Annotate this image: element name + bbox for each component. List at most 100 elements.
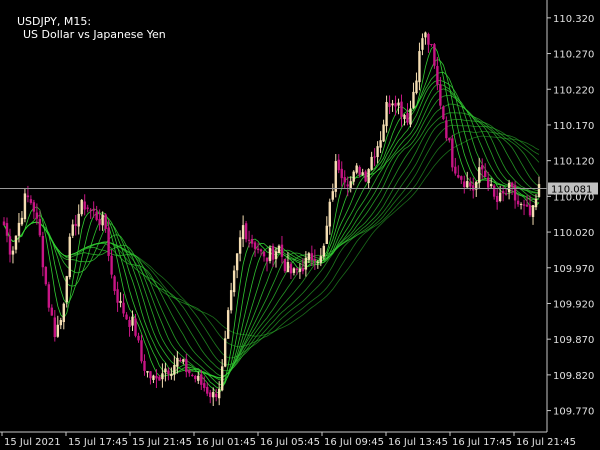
candle-body <box>478 167 481 183</box>
candle-body <box>176 357 179 367</box>
candle-body <box>328 201 331 227</box>
candle-body <box>436 66 439 85</box>
candle-body <box>77 213 80 227</box>
ma-ribbon-line <box>3 135 540 337</box>
candle-body <box>80 199 83 215</box>
candle-body <box>215 393 218 398</box>
candle-body <box>110 255 113 275</box>
candle-body <box>325 225 328 244</box>
candle-body <box>92 209 95 211</box>
candle-body <box>250 238 254 244</box>
candle-body <box>182 359 185 362</box>
candle-body <box>486 177 490 188</box>
candle-body <box>504 193 508 195</box>
candle-body <box>361 172 364 175</box>
candle-body <box>445 120 448 139</box>
candle-body <box>44 266 48 285</box>
candle-body <box>397 102 400 106</box>
candle-body <box>179 359 182 362</box>
x-tick-label: 16 Jul 09:45 <box>324 437 384 448</box>
candle-body <box>286 262 290 273</box>
candle-body <box>83 201 86 210</box>
candle-body <box>14 235 18 250</box>
candle-body <box>149 371 152 379</box>
candle-body <box>68 236 71 278</box>
candle-body <box>173 365 176 375</box>
candle-body <box>119 300 122 303</box>
candle-body <box>463 181 466 188</box>
candle-body <box>430 44 433 46</box>
candle-body <box>140 340 143 362</box>
candle-body <box>232 270 236 293</box>
candle-body <box>86 207 89 209</box>
ma-ribbon-line <box>3 118 540 366</box>
candle-body <box>74 223 77 226</box>
candle-body <box>146 371 149 373</box>
candle-body <box>238 237 242 254</box>
candle-body <box>209 392 212 398</box>
candle-body <box>200 374 203 385</box>
candle-body <box>131 316 134 326</box>
candle-body <box>220 366 224 391</box>
candle-body <box>101 214 104 226</box>
candle-body <box>268 247 272 262</box>
candle-body <box>283 258 287 272</box>
candle-body <box>212 392 215 398</box>
candle-body <box>113 276 116 292</box>
candle-body <box>519 204 523 206</box>
x-tick-label: 15 Jul 2021 <box>4 437 61 448</box>
symbol-description: US Dollar vs Japanese Yen <box>23 28 166 41</box>
candle-body <box>421 38 424 50</box>
candle-body <box>256 248 260 251</box>
y-tick-label: 110.320 <box>553 14 594 25</box>
y-tick-label: 109.820 <box>553 371 594 382</box>
ma-ribbon-line <box>3 71 540 386</box>
y-tick-label: 110.270 <box>553 50 594 61</box>
candle-body <box>537 184 541 197</box>
candle-body <box>89 209 92 211</box>
candle-body <box>400 101 403 117</box>
y-tick-label: 110.220 <box>553 85 594 96</box>
candle-body <box>59 320 62 326</box>
candle-body <box>280 244 284 257</box>
candle-body <box>403 115 406 120</box>
current-price-label: 110.081 <box>551 185 592 196</box>
candle-body <box>262 251 266 257</box>
candle-body <box>495 196 499 203</box>
candle-body <box>29 199 33 203</box>
candle-body <box>525 204 529 207</box>
candle-body <box>501 191 505 194</box>
candle-body <box>229 290 233 311</box>
candle-body <box>206 386 209 394</box>
candle-body <box>522 204 526 206</box>
candle-body <box>481 165 484 170</box>
candle-body <box>370 156 373 170</box>
candle-body <box>457 175 460 178</box>
candle-body <box>128 320 131 327</box>
candle-body <box>125 314 128 320</box>
candle-body <box>32 202 36 212</box>
candle-body <box>11 250 15 255</box>
candle-body <box>385 101 388 127</box>
candle-body <box>20 217 24 225</box>
candle-body <box>253 242 257 249</box>
candle-body <box>433 44 436 66</box>
candle-body <box>373 156 376 158</box>
candle-body <box>2 221 6 226</box>
candle-body <box>472 185 475 191</box>
candle-body <box>427 33 430 45</box>
candle-body <box>346 184 349 187</box>
candle-body <box>241 225 245 240</box>
x-tick-label: 16 Jul 17:45 <box>452 437 512 448</box>
candle-body <box>424 32 427 38</box>
candle-body <box>310 253 314 261</box>
candle-body <box>53 317 57 338</box>
candle-body <box>5 223 9 236</box>
candle-body <box>406 112 409 123</box>
candle-body <box>358 167 361 175</box>
candle-body <box>17 222 21 236</box>
candle-body <box>507 182 511 193</box>
candle-body <box>460 176 463 180</box>
